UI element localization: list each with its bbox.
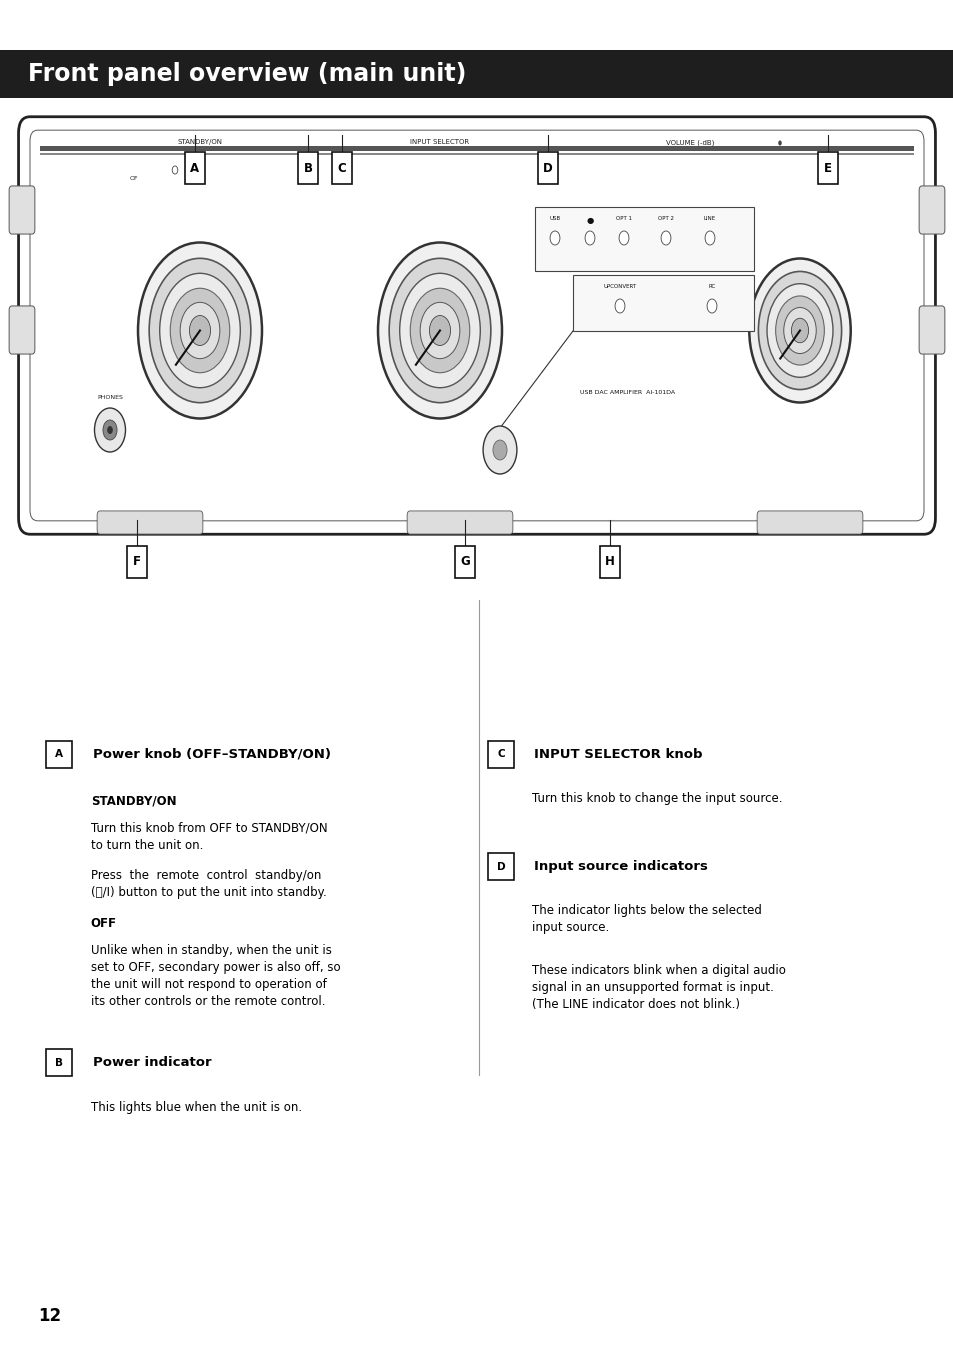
FancyBboxPatch shape bbox=[599, 546, 619, 578]
FancyBboxPatch shape bbox=[185, 152, 205, 184]
Circle shape bbox=[748, 259, 850, 402]
Circle shape bbox=[429, 315, 450, 345]
Text: The indicator lights below the selected
input source.: The indicator lights below the selected … bbox=[532, 904, 761, 934]
Circle shape bbox=[482, 427, 517, 474]
FancyBboxPatch shape bbox=[455, 546, 475, 578]
Text: A: A bbox=[191, 161, 199, 175]
Text: B: B bbox=[303, 161, 313, 175]
Circle shape bbox=[766, 284, 832, 378]
Text: Unlike when in standby, when the unit is
set to OFF, secondary power is also off: Unlike when in standby, when the unit is… bbox=[91, 944, 340, 1007]
Bar bbox=[0, 50, 953, 97]
Circle shape bbox=[149, 259, 251, 402]
Text: INPUT SELECTOR knob: INPUT SELECTOR knob bbox=[534, 747, 702, 761]
Text: E: E bbox=[823, 161, 831, 175]
Text: These indicators blink when a digital audio
signal in an unsupported format is i: These indicators blink when a digital au… bbox=[532, 964, 785, 1011]
Circle shape bbox=[704, 232, 714, 245]
Text: G: G bbox=[459, 555, 470, 569]
Circle shape bbox=[783, 307, 816, 353]
FancyBboxPatch shape bbox=[535, 207, 753, 271]
Circle shape bbox=[377, 242, 501, 418]
Circle shape bbox=[775, 297, 823, 366]
Circle shape bbox=[389, 259, 491, 402]
Text: Press  the  remote  control  standby/on
(⏻/I) button to put the unit into standb: Press the remote control standby/on (⏻/I… bbox=[91, 869, 326, 899]
FancyBboxPatch shape bbox=[488, 853, 514, 880]
Text: STANDBY/ON: STANDBY/ON bbox=[177, 139, 222, 145]
Text: D: D bbox=[542, 161, 553, 175]
FancyBboxPatch shape bbox=[573, 275, 753, 330]
FancyBboxPatch shape bbox=[407, 510, 513, 533]
Circle shape bbox=[399, 274, 479, 387]
Circle shape bbox=[615, 299, 624, 313]
Text: LINE: LINE bbox=[703, 217, 716, 221]
FancyBboxPatch shape bbox=[332, 152, 352, 184]
Text: Input source indicators: Input source indicators bbox=[534, 860, 707, 873]
Circle shape bbox=[706, 299, 717, 313]
Text: B: B bbox=[55, 1057, 63, 1068]
Text: Front panel overview (main unit): Front panel overview (main unit) bbox=[28, 62, 466, 87]
Circle shape bbox=[94, 408, 126, 452]
Circle shape bbox=[550, 232, 559, 245]
Text: Turn this knob to change the input source.: Turn this knob to change the input sourc… bbox=[532, 792, 782, 806]
Circle shape bbox=[180, 302, 219, 359]
Text: OPT 1: OPT 1 bbox=[616, 217, 631, 221]
Circle shape bbox=[103, 420, 117, 440]
Text: Power knob (OFF–STANDBY/ON): Power knob (OFF–STANDBY/ON) bbox=[92, 747, 330, 761]
Text: C: C bbox=[497, 749, 504, 760]
FancyBboxPatch shape bbox=[10, 306, 35, 353]
Circle shape bbox=[159, 274, 240, 387]
Text: OPT 2: OPT 2 bbox=[658, 217, 673, 221]
Circle shape bbox=[493, 440, 506, 460]
FancyBboxPatch shape bbox=[46, 1049, 72, 1076]
Text: This lights blue when the unit is on.: This lights blue when the unit is on. bbox=[91, 1101, 301, 1114]
FancyBboxPatch shape bbox=[18, 116, 935, 535]
Circle shape bbox=[419, 302, 459, 359]
FancyBboxPatch shape bbox=[918, 306, 943, 353]
FancyBboxPatch shape bbox=[298, 152, 317, 184]
FancyBboxPatch shape bbox=[97, 510, 203, 533]
Text: C: C bbox=[337, 161, 346, 175]
Text: RC: RC bbox=[708, 284, 715, 288]
Text: USB: USB bbox=[549, 217, 560, 221]
Text: VOLUME (-dB): VOLUME (-dB) bbox=[665, 139, 714, 145]
Text: Turn this knob from OFF to STANDBY/ON
to turn the unit on.: Turn this knob from OFF to STANDBY/ON to… bbox=[91, 822, 327, 852]
Bar bbox=[39, 153, 914, 154]
Text: OFF: OFF bbox=[91, 917, 116, 930]
FancyBboxPatch shape bbox=[918, 185, 943, 234]
Text: F: F bbox=[132, 555, 141, 569]
Circle shape bbox=[791, 318, 808, 343]
Text: USB DAC AMPLIFIER  AI-101DA: USB DAC AMPLIFIER AI-101DA bbox=[579, 390, 675, 395]
FancyBboxPatch shape bbox=[127, 546, 147, 578]
Circle shape bbox=[107, 427, 112, 435]
Circle shape bbox=[410, 288, 469, 372]
Circle shape bbox=[584, 232, 595, 245]
FancyBboxPatch shape bbox=[46, 741, 72, 768]
FancyBboxPatch shape bbox=[757, 510, 862, 533]
Bar bbox=[39, 146, 914, 152]
Circle shape bbox=[170, 288, 230, 372]
Text: OF: OF bbox=[130, 176, 138, 180]
Text: D: D bbox=[496, 861, 505, 872]
Text: A: A bbox=[55, 749, 63, 760]
Circle shape bbox=[660, 232, 670, 245]
FancyBboxPatch shape bbox=[818, 152, 837, 184]
FancyBboxPatch shape bbox=[488, 741, 514, 768]
Text: INPUT SELECTOR: INPUT SELECTOR bbox=[410, 139, 469, 145]
Text: UPCONVERT: UPCONVERT bbox=[603, 284, 636, 288]
Text: ●: ● bbox=[586, 217, 593, 225]
Circle shape bbox=[618, 232, 628, 245]
Text: Power indicator: Power indicator bbox=[92, 1056, 211, 1070]
Text: 12: 12 bbox=[38, 1307, 61, 1326]
FancyBboxPatch shape bbox=[10, 185, 35, 234]
Circle shape bbox=[758, 271, 841, 390]
Text: STANDBY/ON: STANDBY/ON bbox=[91, 795, 176, 808]
Circle shape bbox=[138, 242, 262, 418]
Circle shape bbox=[190, 315, 211, 345]
Text: H: H bbox=[604, 555, 615, 569]
Circle shape bbox=[778, 141, 781, 145]
Text: PHONES: PHONES bbox=[97, 395, 123, 399]
FancyBboxPatch shape bbox=[537, 152, 558, 184]
